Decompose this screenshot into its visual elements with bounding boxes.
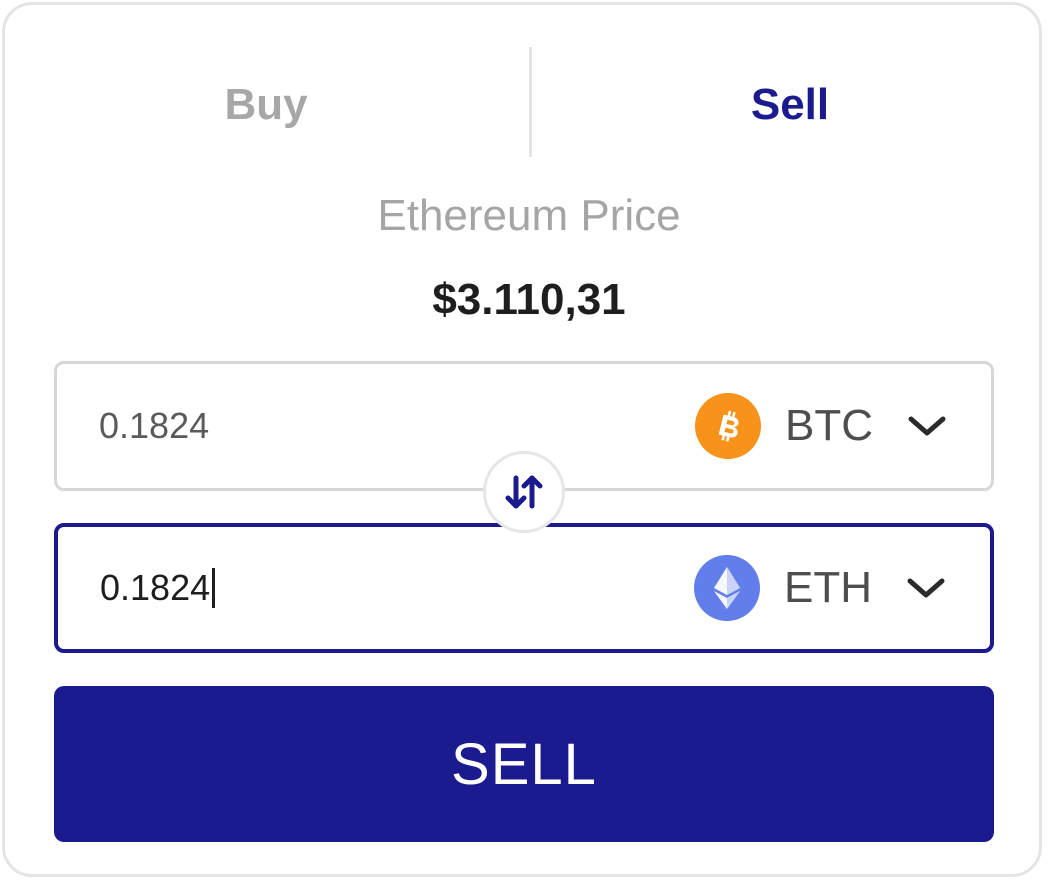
swap-button[interactable] bbox=[483, 451, 565, 533]
text-caret bbox=[212, 568, 216, 608]
tab-sell[interactable]: Sell bbox=[750, 80, 830, 129]
tab-buy[interactable]: Buy bbox=[224, 80, 308, 129]
chevron-down-icon[interactable] bbox=[906, 576, 946, 600]
from-amount-input[interactable]: 0.1824 bbox=[99, 364, 209, 488]
bitcoin-icon bbox=[695, 393, 761, 459]
from-amount-value: 0.1824 bbox=[99, 405, 210, 446]
to-currency-label: ETH bbox=[784, 563, 872, 612]
from-currency-label: BTC bbox=[785, 401, 873, 450]
chevron-down-icon[interactable] bbox=[907, 414, 947, 438]
ethereum-icon bbox=[694, 555, 760, 621]
to-amount-input[interactable]: 0.1824 bbox=[100, 527, 216, 649]
sell-button[interactable]: SELL bbox=[54, 686, 994, 842]
to-currency-select[interactable]: ETH bbox=[694, 527, 946, 649]
tab-divider bbox=[529, 47, 532, 157]
from-currency-select[interactable]: BTC bbox=[695, 364, 947, 488]
from-amount-field[interactable]: 0.1824 BTC bbox=[54, 361, 994, 491]
to-amount-field[interactable]: 0.1824 ETH bbox=[54, 523, 994, 653]
price-label: Ethereum Price bbox=[377, 191, 681, 240]
to-amount-value: 0.1824 bbox=[100, 567, 211, 608]
swap-vertical-icon bbox=[505, 475, 543, 509]
price-value: $3.110,31 bbox=[432, 275, 626, 324]
